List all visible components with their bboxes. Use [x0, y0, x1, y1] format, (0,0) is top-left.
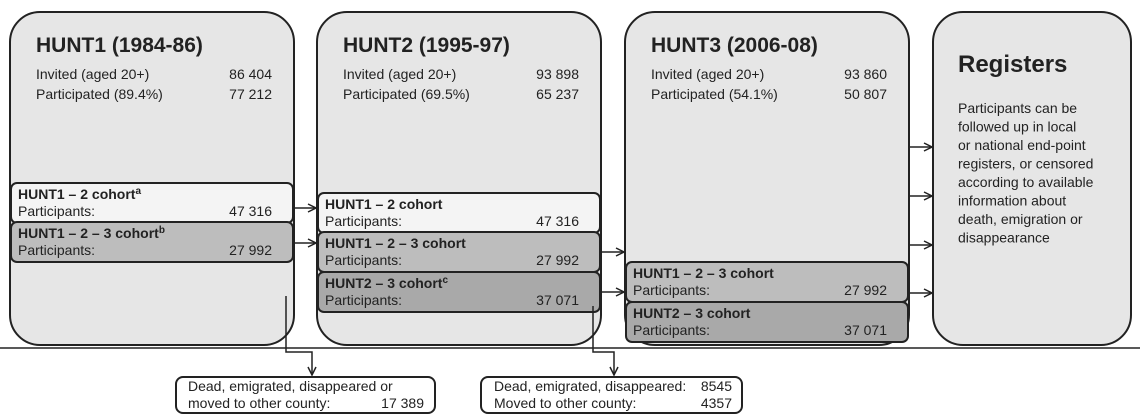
cohort-value: 27 992: [229, 242, 272, 258]
cohort-name-text: HUNT2 – 3 cohort: [325, 275, 443, 291]
row-label: Invited (aged 20+): [343, 66, 456, 82]
row-value: 86 404: [229, 66, 272, 82]
row-value: 93 898: [536, 66, 579, 82]
cohort-name-text: HUNT1 – 2 cohort: [18, 186, 136, 202]
registers-line: according to available: [958, 174, 1094, 190]
outcome-value: 17 389: [381, 395, 424, 411]
outcome-value: 8545: [701, 378, 732, 394]
stage-title: HUNT1 (1984-86): [36, 34, 203, 57]
row-label: Participated (54.1%): [651, 86, 778, 102]
cohort-name-text: HUNT1 – 2 – 3 cohort: [18, 225, 159, 241]
row-value: 50 807: [844, 86, 887, 102]
registers-line: or national end-point: [958, 137, 1086, 153]
row-label: Participated (69.5%): [343, 86, 470, 102]
cohort-frame: [625, 301, 909, 343]
cohort-label: Participants:: [325, 292, 402, 308]
cohort-frame: [10, 221, 294, 263]
cohort-name-text: HUNT1 – 2 – 3 cohort: [633, 265, 774, 281]
outcome-label: Moved to other county:: [494, 395, 636, 411]
cohort-name-text: HUNT1 – 2 cohort: [325, 196, 443, 212]
outcome-box: Dead, emigrated, disappeared: 8545 Moved…: [480, 376, 743, 414]
cohort-value: 27 992: [536, 252, 579, 268]
cohort-label: Participants:: [325, 252, 402, 268]
cohort-name: HUNT1 – 2 cohorta: [18, 186, 141, 202]
registers-title: Registers: [958, 51, 1067, 78]
cohort-name: HUNT1 – 2 – 3 cohortb: [18, 225, 165, 241]
cohort-name: HUNT1 – 2 – 3 cohort: [325, 235, 466, 251]
outcome-frame: [480, 376, 743, 414]
registers-line: disappearance: [958, 230, 1050, 246]
stage-title: HUNT2 (1995-97): [343, 34, 510, 57]
cohort-value: 37 071: [844, 322, 887, 338]
cohort-name-text: HUNT2 – 3 cohort: [633, 305, 751, 321]
cohort-name: HUNT2 – 3 cohort: [633, 305, 751, 321]
cohort-name: HUNT1 – 2 – 3 cohort: [633, 265, 774, 281]
row-label: Participated (89.4%): [36, 86, 163, 102]
registers-text: Participants can be followed up in local o…: [958, 100, 1094, 246]
outcome-value: 4357: [701, 395, 732, 411]
arrow: [285, 296, 312, 375]
cohort-label: Participants:: [633, 322, 710, 338]
arrow: [592, 306, 614, 375]
cohort-value: 47 316: [229, 203, 272, 219]
cohort-note: c: [442, 275, 448, 286]
cohort-label: Participants:: [325, 213, 402, 229]
cohort-value: 37 071: [536, 292, 579, 308]
registers-line: death, emigration or: [958, 211, 1083, 227]
arrows: [285, 147, 932, 375]
row-value: 65 237: [536, 86, 579, 102]
cohort-name-text: HUNT1 – 2 – 3 cohort: [325, 235, 466, 251]
outcome-frame: [175, 376, 436, 414]
outcome-label: Dead, emigrated, disappeared:: [494, 378, 686, 394]
cohort-frame: [317, 271, 601, 313]
row-label: Invited (aged 20+): [651, 66, 764, 82]
cohort-value: 27 992: [844, 282, 887, 298]
cohort-note: b: [159, 225, 165, 236]
registers-line: information about: [958, 193, 1066, 209]
row-value: 77 212: [229, 86, 272, 102]
outcome-label: moved to other county:: [188, 395, 330, 411]
stage-box: HUNT2 (1995-97) Invited (aged 20+) 93 898 P…: [316, 11, 602, 346]
row-label: Invited (aged 20+): [36, 66, 149, 82]
outcome-label: Dead, emigrated, disappeared or: [188, 378, 393, 394]
registers-frame: [932, 11, 1132, 346]
row-value: 93 860: [844, 66, 887, 82]
stage-title: HUNT3 (2006-08): [651, 34, 818, 57]
registers-line: Participants can be: [958, 100, 1077, 116]
registers-line: registers, or censored: [958, 156, 1093, 172]
cohort-name: HUNT1 – 2 cohort: [325, 196, 443, 212]
stages: HUNT1 (1984-86) Invited (aged 20+) 86 404 P…: [9, 11, 910, 346]
cohort-name: HUNT2 – 3 cohortc: [325, 275, 448, 291]
cohort-value: 47 316: [536, 213, 579, 229]
stage-box: HUNT3 (2006-08) Invited (aged 20+) 93 860 P…: [624, 11, 910, 346]
registers-box: Registers Participants can be followed up…: [932, 11, 1132, 346]
outcome-box: Dead, emigrated, disappeared or moved to…: [175, 376, 436, 414]
cohort-label: Participants:: [633, 282, 710, 298]
stage-frame: [9, 11, 295, 346]
stage-box: HUNT1 (1984-86) Invited (aged 20+) 86 404 P…: [9, 11, 295, 346]
registers-line: followed up in local: [958, 119, 1076, 135]
cohort-label: Participants:: [18, 242, 95, 258]
cohort-label: Participants:: [18, 203, 95, 219]
cohort-note: a: [135, 186, 141, 197]
